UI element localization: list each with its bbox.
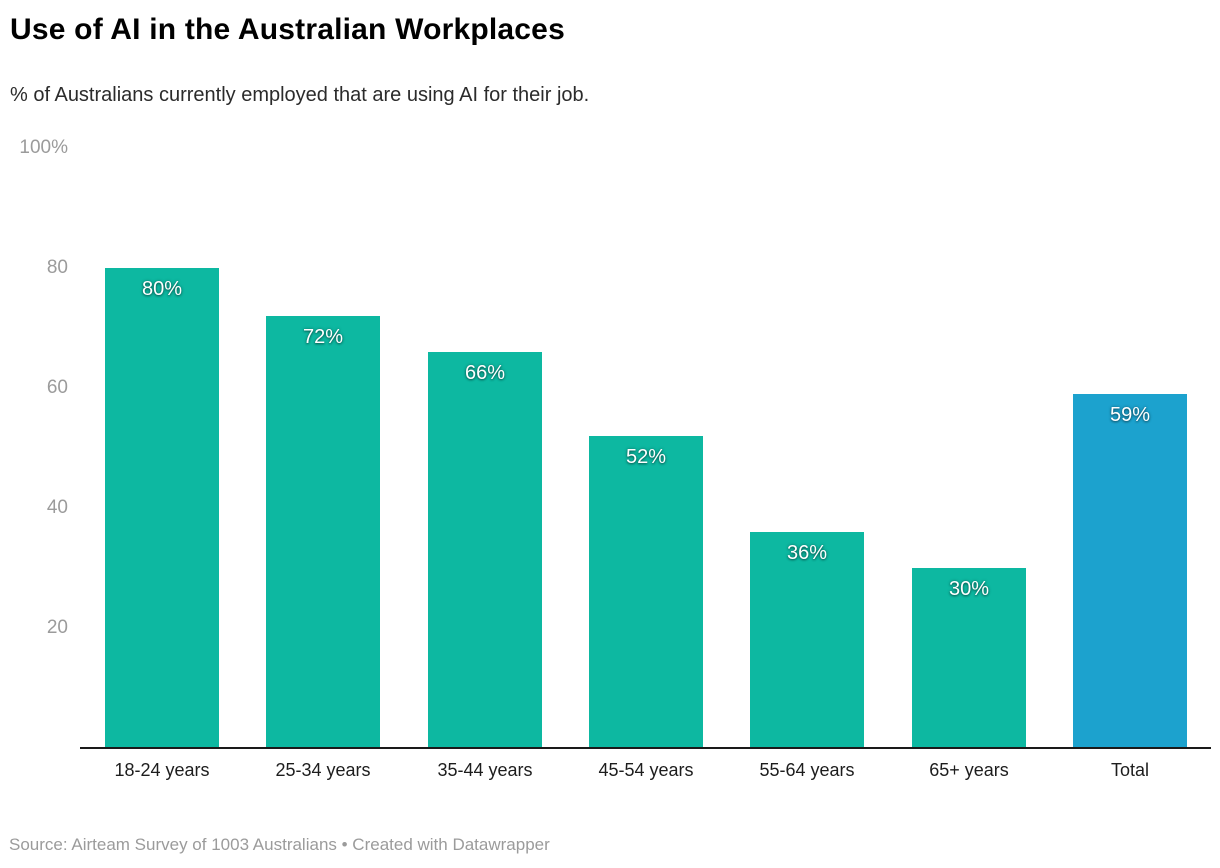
x-axis-line [80,747,1211,749]
y-tick-label-40: 40 [46,497,68,518]
bar-45-54-years: 52% [589,436,703,748]
bar-value-label: 80% [141,278,183,300]
bar-18-24-years: 80% [105,268,219,748]
y-tick-label-20: 20 [46,617,68,638]
chart-subtitle: % of Australians currently employed that… [10,84,590,106]
bar-value-label: 66% [464,362,506,384]
y-tick-label-80: 80 [46,257,68,278]
bar-value-label: 30% [948,578,990,600]
x-axis-label-55-64-years: 55-64 years [759,760,855,780]
bar-value-label: 36% [786,542,828,564]
bar-55-64-years: 36% [750,532,864,748]
x-axis-label-total: Total [1110,760,1150,780]
x-axis-label-25-34-years: 25-34 years [275,760,371,780]
chart-title: Use of AI in the Australian Workplaces [10,13,565,46]
bar-65-years: 30% [912,568,1026,748]
x-axis-label-35-44-years: 35-44 years [437,760,533,780]
x-axis-label-65-years: 65+ years [929,760,1009,780]
y-tick-label-100: 100% [19,137,68,158]
bar-total: 59% [1073,394,1187,748]
bar-value-label: 52% [625,446,667,468]
y-tick-label-60: 60 [46,377,68,398]
bar-25-34-years: 72% [266,316,380,748]
x-axis-label-45-54-years: 45-54 years [598,760,694,780]
bar-35-44-years: 66% [428,352,542,748]
x-axis-label-18-24-years: 18-24 years [114,760,210,780]
bar-value-label: 59% [1109,404,1151,426]
source-note: Source: Airteam Survey of 1003 Australia… [9,835,550,854]
bar-value-label: 72% [302,326,344,348]
